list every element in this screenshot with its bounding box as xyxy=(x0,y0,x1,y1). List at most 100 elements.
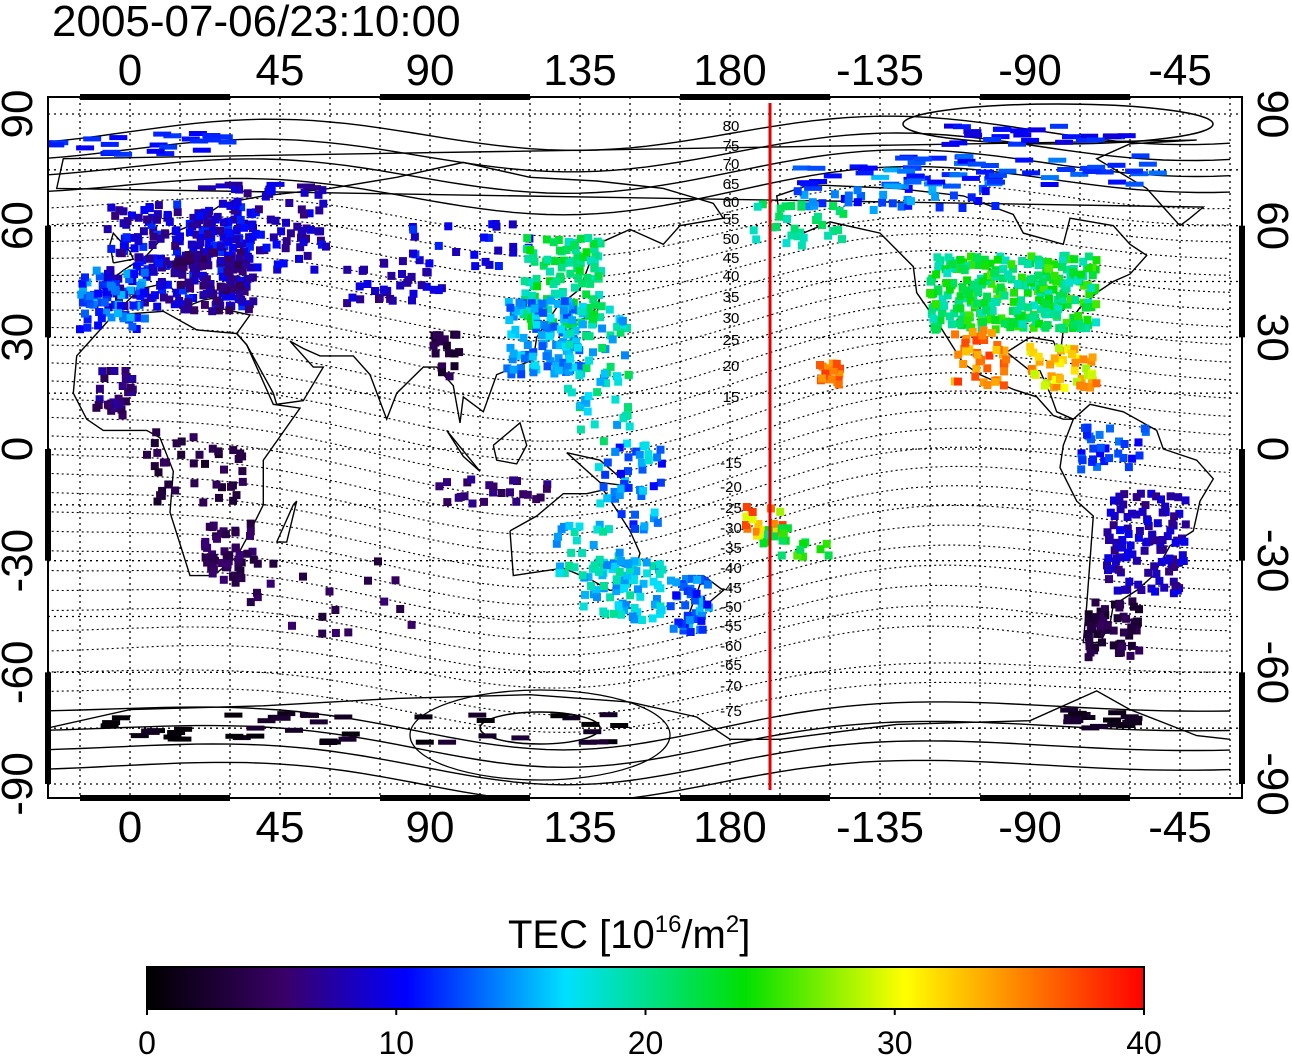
tec-pixel xyxy=(132,325,141,333)
tec-pixel xyxy=(542,484,551,493)
tec-pixel xyxy=(102,308,111,317)
tec-pixel xyxy=(1040,175,1059,181)
tec-pixel xyxy=(974,197,983,205)
tec-pixel xyxy=(1171,582,1180,590)
tec-pixel xyxy=(468,499,477,508)
tec-pixel xyxy=(533,282,542,291)
tec-pixel xyxy=(156,491,165,500)
tec-pixel xyxy=(616,328,625,337)
tec-pixel xyxy=(118,382,127,390)
tec-pixel xyxy=(177,437,186,446)
tec-pixel xyxy=(1021,281,1030,290)
tec-pixel xyxy=(573,251,582,260)
tec-pixel xyxy=(186,253,195,262)
tec-pixel xyxy=(599,582,608,590)
tec-pixel xyxy=(532,274,541,283)
tec-pixel xyxy=(987,279,996,288)
tec-pixel xyxy=(201,278,210,287)
tec-pixel xyxy=(1062,284,1071,293)
tec-pixel xyxy=(343,299,352,308)
tec-pixel xyxy=(797,200,806,209)
tec-pixel xyxy=(583,407,592,416)
tec-pixel xyxy=(903,165,922,171)
tec-pixel xyxy=(440,335,449,344)
tec-pixel xyxy=(150,462,159,471)
tec-pixel xyxy=(248,547,257,556)
tec-pixel xyxy=(620,584,629,593)
tec-pixel xyxy=(1153,519,1162,528)
tec-pixel xyxy=(1175,509,1184,518)
tec-pixel xyxy=(188,131,207,136)
tec-pixel xyxy=(1093,629,1102,638)
tec-pixel xyxy=(285,199,294,207)
tec-pixel xyxy=(578,279,587,288)
tec-pixel xyxy=(1071,296,1080,305)
tec-pixel xyxy=(615,568,624,576)
tec-pixel xyxy=(1036,305,1045,314)
tec-pixel xyxy=(582,290,591,299)
tec-pixel xyxy=(1088,271,1097,280)
tec-pixel xyxy=(1120,440,1129,448)
tec-pixel xyxy=(560,297,569,306)
tec-pixel xyxy=(197,232,206,241)
tec-pixel xyxy=(398,270,406,278)
tec-pixel xyxy=(1023,260,1032,268)
tec-pixel xyxy=(225,262,234,270)
tec-pixel xyxy=(94,289,103,298)
tec-pixel xyxy=(691,596,699,605)
tec-pixel xyxy=(1122,553,1131,562)
tec-pixel xyxy=(999,274,1007,283)
tec-pixel xyxy=(242,282,251,291)
tec-pixel xyxy=(1065,255,1074,264)
tec-pixel xyxy=(123,270,132,278)
tec-pixel xyxy=(236,215,245,224)
tec-pixel xyxy=(800,190,809,199)
tec-pixel xyxy=(1080,133,1099,139)
tec-pixel xyxy=(1079,382,1088,391)
tec-pixel xyxy=(489,482,498,491)
tec-pixel xyxy=(180,305,189,314)
tec-pixel xyxy=(531,313,540,322)
tec-pixel xyxy=(293,222,302,231)
tec-pixel xyxy=(1049,285,1058,294)
tec-pixel xyxy=(981,261,990,270)
tec-pixel xyxy=(1135,527,1144,535)
tec-pixel xyxy=(955,297,964,306)
tec-pixel xyxy=(586,279,595,288)
tec-pixel xyxy=(1086,648,1095,657)
tec-pixel xyxy=(208,307,217,316)
tec-pixel xyxy=(231,526,240,535)
tec-pixel xyxy=(959,360,968,368)
tec-pixel xyxy=(585,332,594,341)
tec-pixel xyxy=(235,220,244,229)
lat-tick-label-left: 90 xyxy=(0,90,42,139)
tec-pixel xyxy=(204,261,213,270)
tec-pixel xyxy=(193,220,202,229)
tec-pixel xyxy=(214,134,233,140)
dip-latitude-curve xyxy=(48,504,1231,589)
tec-pixel xyxy=(1040,182,1059,187)
tec-pixel xyxy=(126,286,135,295)
tec-pixel xyxy=(834,380,843,389)
tec-pixel xyxy=(224,712,243,718)
tec-pixel xyxy=(48,142,65,148)
tec-pixel xyxy=(161,257,170,266)
tec-pixel xyxy=(1026,275,1035,284)
tec-pixel xyxy=(1115,492,1124,501)
tec-pixel xyxy=(209,227,217,236)
tec-pixel xyxy=(1125,168,1144,174)
tec-pixel xyxy=(1100,457,1109,466)
tec-pixel xyxy=(777,551,786,560)
tec-pixel xyxy=(928,186,937,195)
tec-pixel xyxy=(190,138,209,144)
tec-pixel xyxy=(667,576,675,585)
tec-pixel xyxy=(610,723,629,728)
tec-pixel xyxy=(143,450,151,459)
tec-pixel xyxy=(229,446,238,455)
tec-pixel xyxy=(159,458,168,467)
tec-pixel xyxy=(171,486,180,495)
tec-pixel xyxy=(288,621,296,630)
dip-pole-contour xyxy=(479,711,601,745)
tec-pixel xyxy=(431,349,440,358)
